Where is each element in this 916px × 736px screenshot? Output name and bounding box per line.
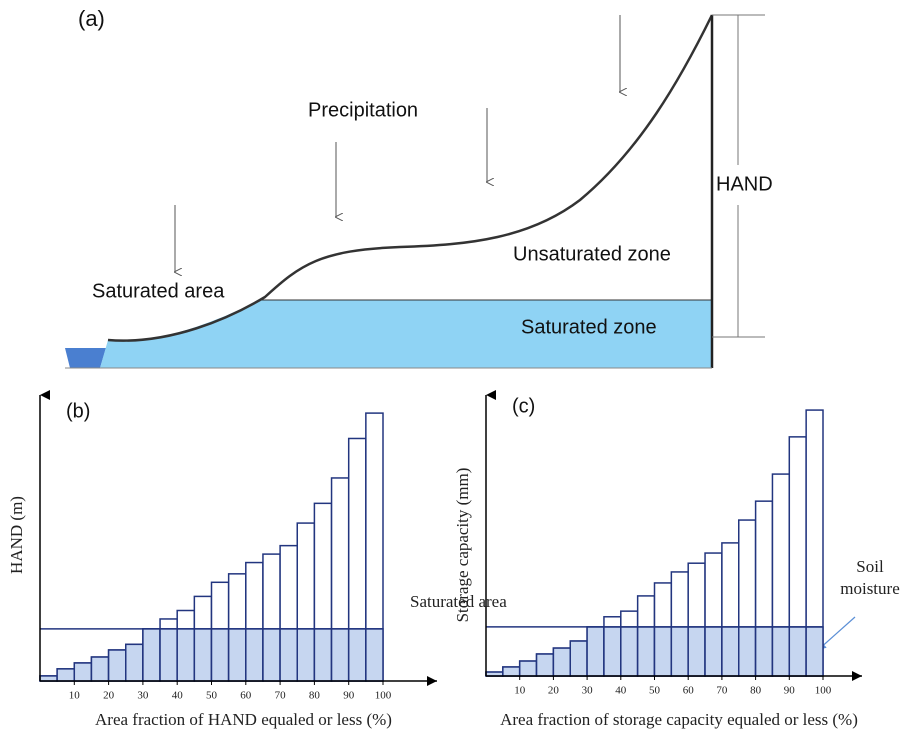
x-tick-label: 30 bbox=[582, 685, 594, 697]
panel-label: (a) bbox=[78, 6, 105, 31]
x-tick-label: 20 bbox=[103, 690, 115, 702]
x-tick-label: 90 bbox=[784, 685, 796, 697]
label: Saturated area bbox=[92, 280, 225, 302]
x-tick-label: 50 bbox=[206, 690, 218, 702]
y-axis-label: HAND (m) bbox=[7, 496, 26, 574]
x-axis-label: Area fraction of storage capacity equale… bbox=[500, 710, 858, 729]
bar-saturated bbox=[56, 668, 76, 682]
bar-saturated bbox=[518, 660, 538, 677]
x-tick-label: 10 bbox=[69, 690, 81, 702]
bar-saturated bbox=[704, 626, 723, 677]
bar-saturated bbox=[279, 628, 299, 682]
bar-saturated bbox=[771, 626, 791, 677]
bar-saturated bbox=[754, 626, 774, 677]
bar-saturated bbox=[535, 653, 555, 677]
bar-saturated bbox=[313, 628, 333, 682]
bar-saturated bbox=[193, 628, 213, 682]
label: Precipitation bbox=[308, 99, 418, 121]
panel-label: (c) bbox=[512, 395, 535, 417]
bar-saturated bbox=[586, 626, 605, 677]
x-tick-label: 40 bbox=[172, 690, 184, 702]
bar-saturated bbox=[107, 649, 127, 682]
x-axis-label: Area fraction of HAND equaled or less (%… bbox=[95, 710, 392, 729]
bar-saturated bbox=[210, 628, 230, 682]
bar-saturated bbox=[502, 666, 521, 677]
x-tick-label: 20 bbox=[548, 685, 560, 697]
bar-saturated bbox=[90, 656, 110, 682]
bar-saturated bbox=[176, 628, 196, 682]
bar-saturated bbox=[636, 626, 656, 677]
bar-saturated bbox=[788, 626, 807, 677]
bar-saturated bbox=[603, 626, 622, 677]
bar-saturated bbox=[687, 626, 706, 677]
x-tick-label: 40 bbox=[615, 685, 627, 697]
x-tick-label: 80 bbox=[309, 690, 321, 702]
bar-saturated bbox=[159, 628, 178, 682]
x-tick-label: 100 bbox=[815, 685, 832, 697]
x-tick-label: 80 bbox=[750, 685, 762, 697]
y-axis-label: Storage capacity (mm) bbox=[453, 468, 472, 623]
x-tick-label: 30 bbox=[137, 690, 149, 702]
x-tick-label: 90 bbox=[343, 690, 355, 702]
bar-saturated bbox=[620, 626, 639, 677]
bar-saturated bbox=[721, 626, 740, 677]
panel-a: (a) Precipitation Saturated area Unsatur… bbox=[65, 6, 773, 369]
bar-saturated bbox=[125, 643, 144, 682]
bar-saturated bbox=[365, 628, 384, 682]
bar-saturated bbox=[330, 628, 350, 682]
label: Unsaturated zone bbox=[513, 243, 671, 265]
x-tick-label: 70 bbox=[716, 685, 728, 697]
bar-saturated bbox=[569, 640, 588, 677]
bar-saturated bbox=[670, 626, 689, 677]
x-tick-label: 60 bbox=[683, 685, 695, 697]
annotation: Soil moisture bbox=[840, 557, 900, 598]
bar-saturated bbox=[39, 675, 58, 682]
bar-saturated bbox=[73, 662, 93, 682]
label: HAND bbox=[716, 173, 773, 195]
x-tick-label: 70 bbox=[275, 690, 287, 702]
bar-saturated bbox=[805, 626, 824, 677]
x-tick-label: 50 bbox=[649, 685, 661, 697]
bar-saturated bbox=[347, 628, 367, 682]
bar-saturated bbox=[653, 626, 673, 677]
saturated-zone-fill bbox=[100, 300, 712, 368]
bar-saturated bbox=[245, 628, 264, 682]
annotation: Saturated area bbox=[410, 592, 507, 611]
bar-saturated bbox=[227, 628, 247, 682]
bar-saturated bbox=[296, 628, 316, 682]
x-tick-label: 100 bbox=[375, 690, 392, 702]
bar-saturated bbox=[142, 628, 161, 682]
bar-saturated bbox=[738, 626, 757, 677]
x-tick-label: 60 bbox=[240, 690, 252, 702]
bar-saturated bbox=[262, 628, 281, 682]
panel-label: (b) bbox=[66, 400, 90, 422]
channel bbox=[65, 348, 106, 368]
label: Saturated zone bbox=[521, 316, 657, 338]
annotation-arrow bbox=[817, 616, 856, 651]
x-tick-label: 10 bbox=[514, 685, 526, 697]
bar-saturated bbox=[552, 647, 572, 677]
ground-surface bbox=[107, 14, 714, 342]
